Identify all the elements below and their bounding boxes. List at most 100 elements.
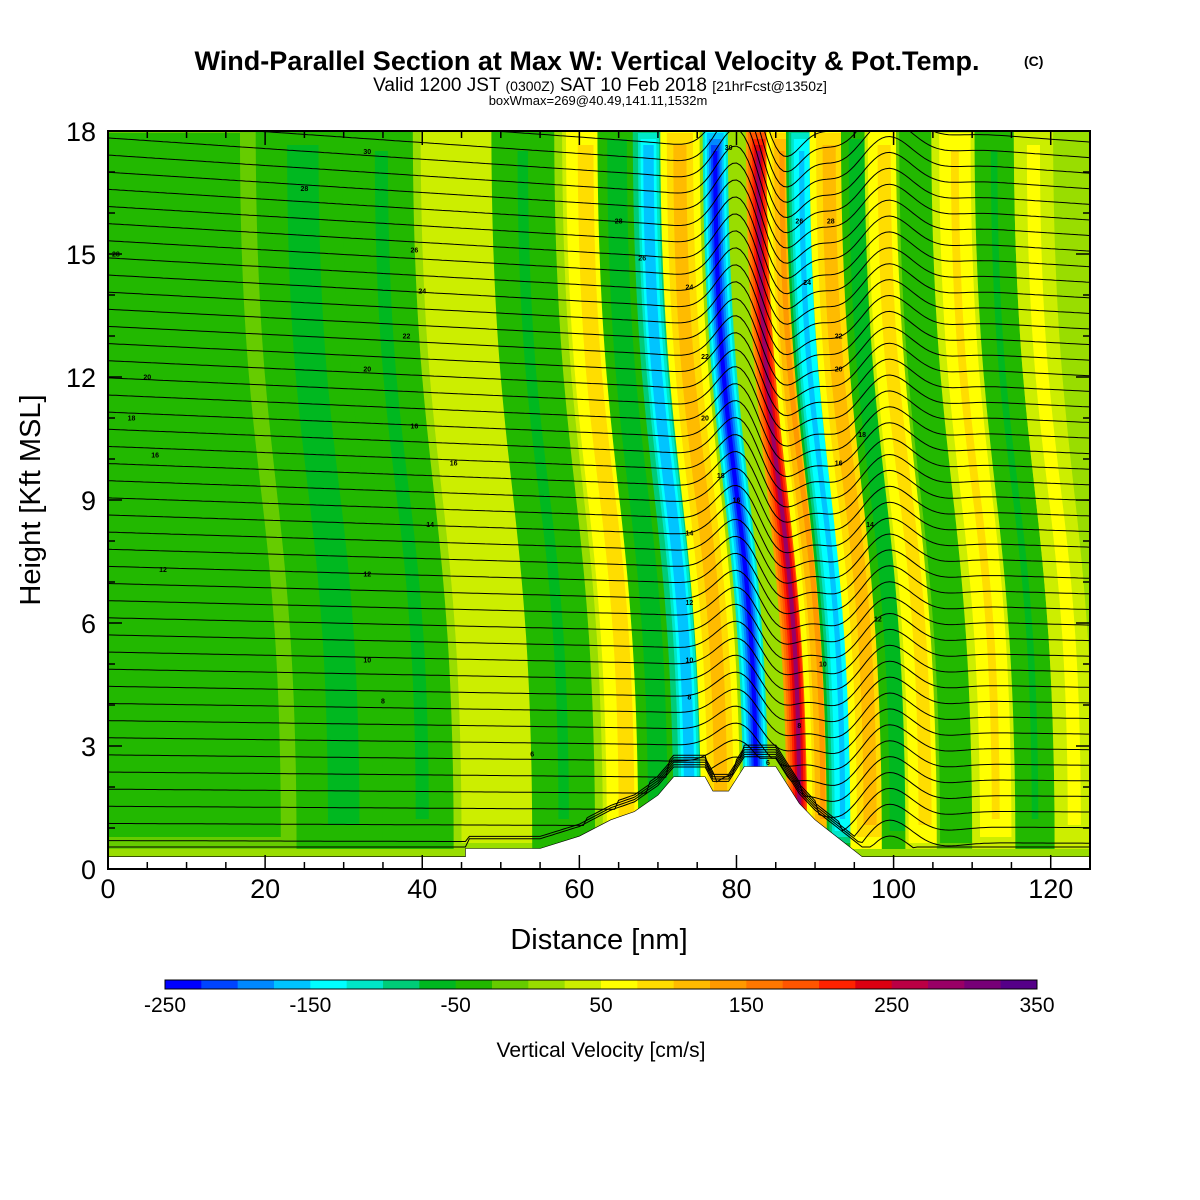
theta-contour-label: 8 xyxy=(797,723,801,730)
colorbar-swatch xyxy=(346,980,384,989)
x-tick-label: 0 xyxy=(100,874,115,904)
theta-contour-label: 14 xyxy=(866,522,874,529)
theta-contour-label: 10 xyxy=(685,657,693,664)
theta-contour-label: 16 xyxy=(733,498,741,505)
theta-contour-label: 22 xyxy=(701,354,709,361)
theta-contour xyxy=(108,230,1090,325)
colorbar-tick-label: 150 xyxy=(729,994,764,1017)
velocity-band xyxy=(779,151,826,819)
theta-contour-label: 30 xyxy=(363,149,371,156)
colorbar-swatch xyxy=(601,980,638,989)
theta-contour xyxy=(108,586,1090,645)
colorbar-tick-labels: -250 -150 -50 50 150 250 350 xyxy=(144,994,1055,1017)
x-tick-label: 60 xyxy=(564,874,594,904)
theta-contour-label: 24 xyxy=(803,280,811,287)
colorbar-swatch xyxy=(165,980,202,989)
theta-contour-label: 20 xyxy=(701,416,709,423)
velocity-band xyxy=(374,151,429,819)
x-axis-label: Distance [nm] xyxy=(510,924,687,956)
theta-contour xyxy=(108,179,1090,279)
colorbar-swatch xyxy=(1000,980,1038,989)
colorbar-swatch xyxy=(928,980,965,989)
theta-contour-label: 16 xyxy=(450,461,458,468)
colorbar-swatch xyxy=(419,980,457,989)
y-tick-label: 6 xyxy=(81,609,96,639)
theta-contour-label: 16 xyxy=(151,452,159,459)
theta-contour-label: 16 xyxy=(410,424,418,431)
axis-ticks xyxy=(107,130,1091,870)
colorbar-swatch xyxy=(710,980,747,989)
velocity-band xyxy=(517,151,569,819)
theta-contour xyxy=(108,603,1090,660)
x-tick-label: 40 xyxy=(407,874,437,904)
colorbar-tick-label: -50 xyxy=(440,994,470,1017)
theta-contour xyxy=(108,501,1090,569)
colorbar-swatch xyxy=(528,980,566,989)
colorbar-swatch xyxy=(201,980,239,989)
valid-time-utc: (0300Z) xyxy=(506,78,555,94)
colorbar-tick-label: -250 xyxy=(144,994,186,1017)
theta-contour-label: 10 xyxy=(363,657,371,664)
theta-contour-label: 24 xyxy=(418,288,426,295)
velocity-band xyxy=(756,151,802,819)
theta-contour xyxy=(108,196,1090,295)
theta-contour xyxy=(108,746,1090,818)
x-tick-label: 80 xyxy=(721,874,751,904)
x-tick-label: 120 xyxy=(1028,874,1073,904)
theta-contour xyxy=(108,247,1090,340)
theta-contour xyxy=(248,131,1090,219)
theta-contour-label: 6 xyxy=(766,760,770,767)
velocity-band xyxy=(990,151,1039,819)
y-tick-label: 18 xyxy=(66,117,96,147)
valid-time: Valid 1200 JST xyxy=(373,75,501,96)
theta-contour xyxy=(108,383,1090,462)
theta-contour-label: 18 xyxy=(858,432,866,439)
velocity-band xyxy=(1030,151,1078,819)
theta-contour xyxy=(108,281,1090,371)
theta-contour-label: 14 xyxy=(426,522,434,529)
velocity-band xyxy=(452,151,509,819)
theta-contour xyxy=(108,467,1090,539)
colorbar-swatch xyxy=(964,980,1002,989)
theta-contour-label: 26 xyxy=(795,219,803,226)
theta-contour-label: 12 xyxy=(685,600,693,607)
theta-contour xyxy=(108,688,1090,739)
theta-contour-label: 28 xyxy=(112,252,120,259)
theta-contour-label: 20 xyxy=(363,366,371,373)
chart-title: Wind-Parallel Section at Max W: Vertical… xyxy=(195,46,980,76)
colorbar-swatch xyxy=(673,980,711,989)
theta-contour xyxy=(108,417,1090,493)
theta-contour xyxy=(108,620,1090,676)
velocity-band xyxy=(676,151,725,819)
theta-contour xyxy=(108,332,1090,417)
colorbar-swatch xyxy=(891,980,929,989)
velocity-band xyxy=(799,151,846,819)
theta-contour xyxy=(108,315,1090,401)
theta-contours xyxy=(108,131,1090,849)
theta-contour-label: 20 xyxy=(143,375,151,382)
theta-contour-label: 28 xyxy=(827,219,835,226)
theta-contour xyxy=(108,749,1090,832)
colorbar-tick-label: 50 xyxy=(589,994,612,1017)
theta-contour xyxy=(108,349,1090,432)
plot-area: 30 28 28 26 24 22 20 20 18 16 16 16 14 12 12 10 8 6 28 26 24… xyxy=(108,131,1090,869)
theta-contour xyxy=(108,434,1090,508)
theta-contour-label: 10 xyxy=(819,662,827,669)
velocity-band xyxy=(950,151,1000,819)
theta-contour-label: 24 xyxy=(685,284,693,291)
theta-contour xyxy=(108,400,1090,478)
theta-contour xyxy=(108,552,1090,615)
theta-contour-label: 12 xyxy=(363,571,371,578)
velocity-band xyxy=(912,151,960,819)
theta-contour xyxy=(108,705,1090,755)
theta-contour-label: 18 xyxy=(717,473,725,480)
x-tick-label: 100 xyxy=(871,874,916,904)
colorbar-swatch xyxy=(237,980,275,989)
theta-contour xyxy=(108,366,1090,447)
theta-contour-label: 28 xyxy=(301,186,309,193)
theta-contour xyxy=(108,753,1090,847)
velocity-band xyxy=(825,151,874,819)
theta-contour xyxy=(108,756,1090,849)
theta-contour-label: 22 xyxy=(835,334,843,341)
